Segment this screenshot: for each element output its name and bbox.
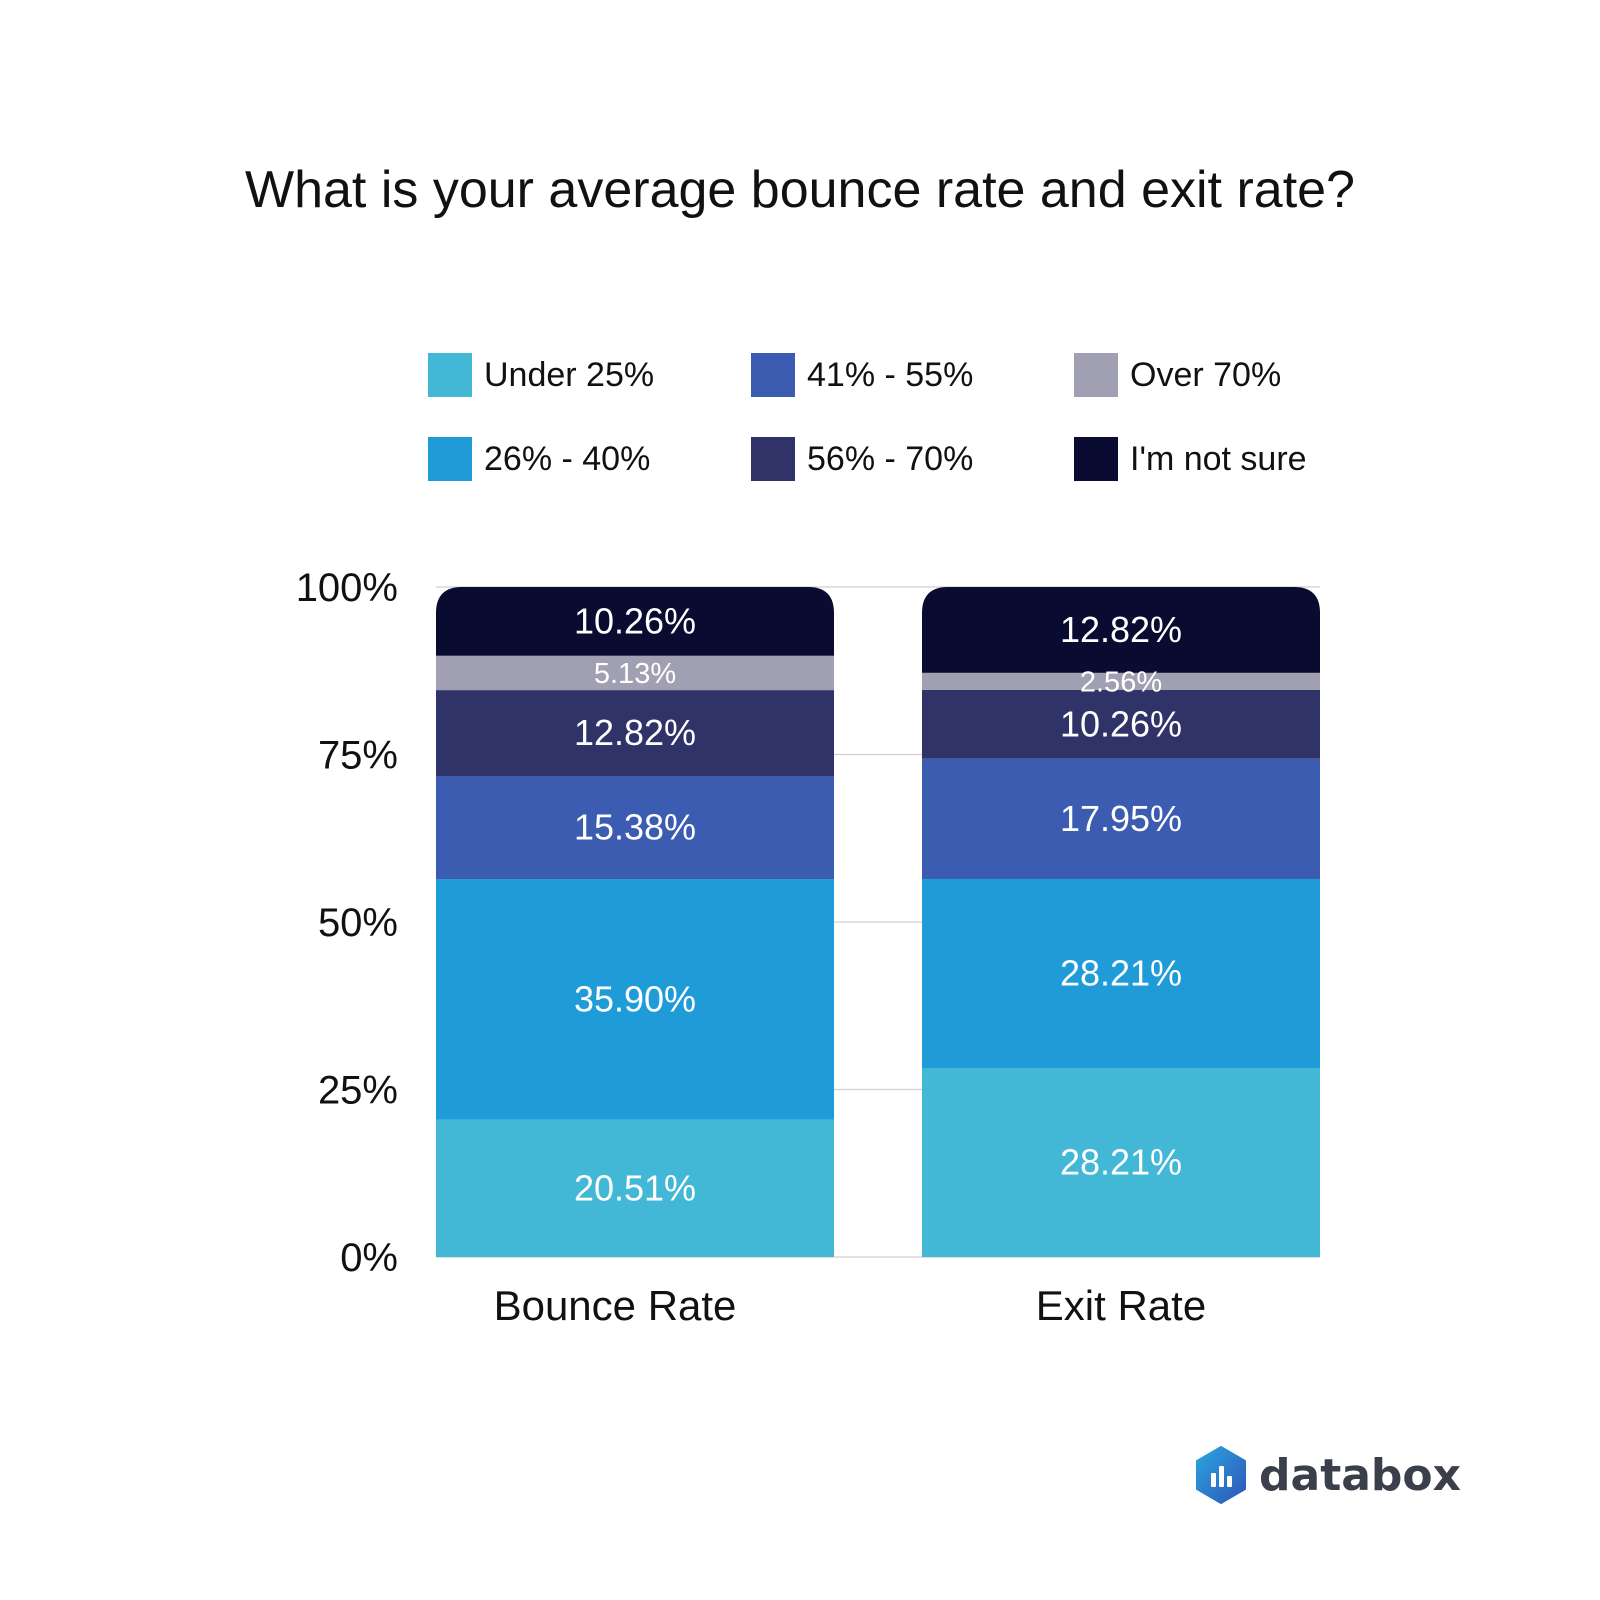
legend-label: Over 70% <box>1130 355 1282 394</box>
bar-segment <box>436 690 834 777</box>
y-tick-label: 100% <box>296 566 398 610</box>
legend-label: I'm not sure <box>1130 439 1307 478</box>
y-tick-label: 50% <box>318 901 398 945</box>
legend-label: 41% - 55% <box>807 355 974 394</box>
data-label: 35.90% <box>574 978 696 1019</box>
bar-segment <box>436 655 834 691</box>
databox-logo-text: databox <box>1259 1449 1462 1501</box>
data-label: 10.26% <box>1060 703 1182 744</box>
data-label: 2.56% <box>1080 666 1162 698</box>
bar-segment <box>922 587 1320 673</box>
legend-swatch <box>1074 353 1118 397</box>
y-tick-label: 0% <box>340 1236 398 1280</box>
legend-swatch <box>1074 437 1118 481</box>
legend-label: Under 25% <box>484 355 655 394</box>
x-axis: Bounce Rate Exit Rate <box>494 1282 1207 1329</box>
legend-label: 56% - 70% <box>807 439 974 478</box>
legend-item: I'm not sure <box>1074 437 1307 481</box>
bar-segment <box>436 776 834 880</box>
databox-logo: databox <box>1195 1446 1461 1504</box>
bars <box>436 587 1320 1257</box>
data-label: 12.82% <box>1060 609 1182 650</box>
data-label: 12.82% <box>574 712 696 753</box>
data-label: 20.51% <box>574 1167 696 1208</box>
chart-title: What is your average bounce rate and exi… <box>245 161 1355 219</box>
data-label: 10.26% <box>574 600 696 641</box>
bar-segment <box>922 672 1320 690</box>
data-label: 28.21% <box>1060 952 1182 993</box>
bar-segment <box>922 878 1320 1068</box>
databox-logo-icon <box>1196 1446 1246 1504</box>
legend-swatch <box>428 353 472 397</box>
legend-item: 56% - 70% <box>751 437 973 481</box>
data-labels: 20.51% 35.90% 15.38% 12.82% 5.13% 10.26% 28.21… <box>574 600 1182 1208</box>
bar-segment <box>922 1067 1320 1257</box>
bar-segment <box>922 758 1320 879</box>
bar-stack <box>436 587 834 1257</box>
y-tick-label: 75% <box>318 734 398 778</box>
y-axis: 0% 25% 50% 75% 100% <box>296 566 398 1280</box>
bar-stack <box>922 587 1320 1257</box>
legend-swatch <box>751 353 795 397</box>
data-label: 17.95% <box>1060 798 1182 839</box>
legend: Under 25% 26% - 40% 41% - 55% 56% - 70% Over… <box>0 0 1600 520</box>
legend-swatch <box>751 437 795 481</box>
legend-item: 41% - 55% <box>751 353 973 397</box>
legend-label: 26% - 40% <box>484 439 651 478</box>
data-label: 15.38% <box>574 807 696 848</box>
legend-item: Under 25% <box>428 353 654 397</box>
y-tick-label: 25% <box>318 1069 398 1113</box>
x-tick-label: Exit Rate <box>1036 1282 1206 1329</box>
legend-item: Over 70% <box>1074 353 1281 397</box>
data-label: 28.21% <box>1060 1141 1182 1182</box>
legend-swatch <box>428 437 472 481</box>
x-tick-label: Bounce Rate <box>494 1282 737 1329</box>
bar-segment <box>436 879 834 1120</box>
data-label: 5.13% <box>594 658 676 690</box>
bar-segment <box>436 587 834 656</box>
legend-item: 26% - 40% <box>428 437 650 481</box>
bar-segment <box>436 1119 834 1257</box>
bar-segment <box>922 689 1320 759</box>
